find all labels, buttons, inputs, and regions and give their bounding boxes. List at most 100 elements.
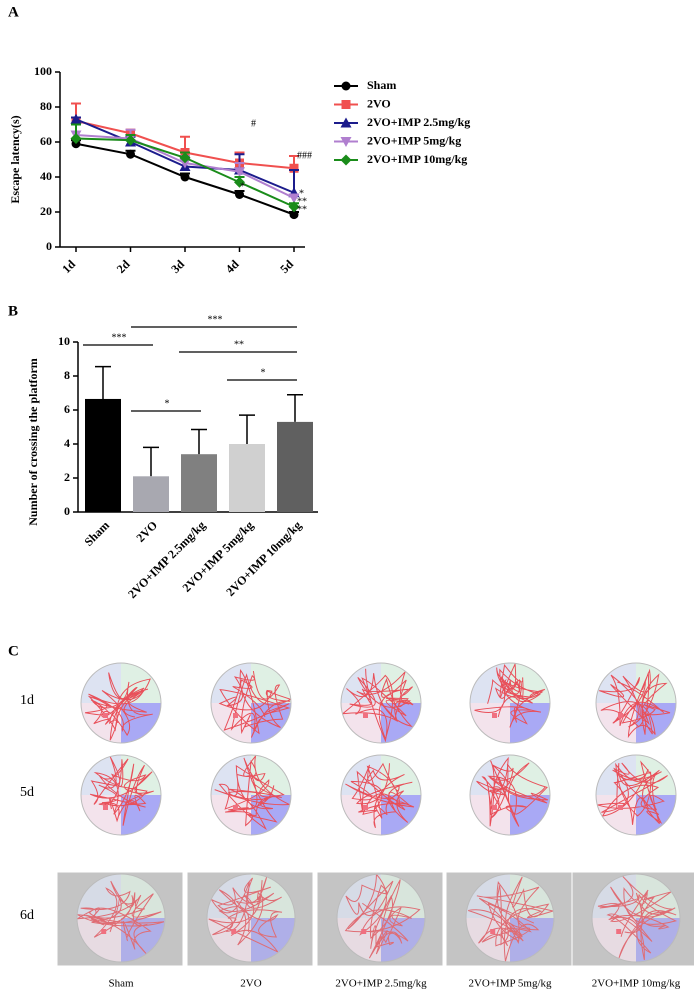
point <box>70 133 82 144</box>
y-tick-label: 2 <box>64 470 70 484</box>
panel-label: A <box>8 4 19 20</box>
swim-path <box>599 668 671 739</box>
point <box>341 100 351 109</box>
platform <box>363 805 368 810</box>
y-tick-label: 40 <box>40 169 52 183</box>
swim-path <box>468 876 554 962</box>
y-tick-label: 8 <box>64 368 70 382</box>
y-tick-label: 0 <box>64 504 70 518</box>
point <box>340 154 352 166</box>
point <box>235 190 244 199</box>
platform <box>492 713 497 718</box>
platform <box>492 805 497 810</box>
error-bar <box>95 365 111 399</box>
legend-label: 2VO+IMP 10mg/kg <box>367 152 467 166</box>
point <box>180 172 190 182</box>
point <box>340 117 352 128</box>
x-tick-label: 3d <box>168 257 187 276</box>
point <box>234 167 245 178</box>
column-label: 2VO+IMP 10mg/kg <box>592 978 681 990</box>
outline <box>340 662 422 744</box>
annotation: ** <box>297 204 307 215</box>
y-axis-title: Escape latency(s) <box>8 115 22 203</box>
swim-path <box>345 762 415 829</box>
outline <box>210 754 292 836</box>
platform <box>618 805 623 810</box>
platform <box>233 713 238 718</box>
outline <box>80 662 162 744</box>
bar <box>229 444 265 512</box>
quadrant <box>381 755 421 795</box>
bar <box>277 421 313 512</box>
annotation: ** <box>297 196 307 207</box>
error-bar <box>239 414 255 444</box>
point <box>125 134 136 146</box>
x-tick-label: 2VO <box>133 518 160 545</box>
legend-label: 2VO+IMP 2.5mg/kg <box>367 115 470 129</box>
platform <box>618 713 623 718</box>
legend-label: 2VO+IMP 5mg/kg <box>367 133 461 147</box>
outline <box>210 662 292 744</box>
point <box>340 137 352 147</box>
point <box>126 149 135 159</box>
point <box>179 152 191 164</box>
point <box>234 176 245 188</box>
error-bar <box>191 428 207 455</box>
swim-path <box>474 663 546 728</box>
annotation: ### <box>297 150 312 161</box>
swim-path <box>77 880 165 954</box>
point <box>179 158 191 169</box>
significance-label: * <box>165 398 170 409</box>
track-image <box>341 755 421 835</box>
point <box>289 210 299 220</box>
x-tick-label: Sham <box>81 518 112 549</box>
y-tick-label: 10 <box>58 334 70 348</box>
annotation: * <box>240 181 245 192</box>
platform <box>363 713 368 718</box>
swim-path <box>89 756 154 826</box>
outline <box>595 662 677 744</box>
platform <box>490 929 496 934</box>
platform <box>103 805 108 810</box>
significance-label: * <box>261 367 266 378</box>
y-tick-label: 60 <box>40 134 52 148</box>
outline <box>595 754 677 836</box>
row-label: 5d <box>20 785 34 800</box>
outline <box>340 754 422 836</box>
swim-path <box>476 756 549 827</box>
bar <box>181 454 217 512</box>
swim-path <box>208 876 283 953</box>
platform <box>361 929 367 934</box>
legend-label: Sham <box>367 78 396 92</box>
outline <box>80 754 162 836</box>
panel-label: C <box>8 643 19 659</box>
y-tick-label: 100 <box>34 64 52 78</box>
point <box>70 113 82 124</box>
y-tick-label: 6 <box>64 402 70 416</box>
outline <box>206 873 296 963</box>
y-tick-label: 4 <box>64 436 70 450</box>
swim-path <box>597 760 668 825</box>
row-label: 1d <box>20 693 34 708</box>
outline <box>465 873 555 963</box>
track-image <box>596 663 676 743</box>
panel-label: B <box>8 303 18 319</box>
legend-label: 2VO <box>367 96 391 110</box>
platform <box>233 805 238 810</box>
swim-path <box>341 668 414 743</box>
error-bar <box>287 393 303 422</box>
point <box>288 193 300 204</box>
track-image <box>81 663 161 743</box>
outline <box>469 662 551 744</box>
swim-path <box>344 874 421 959</box>
y-tick-label: 20 <box>40 204 52 218</box>
column-label: 2VO+IMP 2.5mg/kg <box>335 978 427 990</box>
x-tick-label: 1d <box>59 257 78 276</box>
outline <box>76 873 166 963</box>
x-tick-label: 4d <box>223 257 242 276</box>
quadrant <box>121 703 161 743</box>
platform <box>231 929 237 934</box>
outline <box>469 754 551 836</box>
column-label: 2VO+IMP 5mg/kg <box>468 978 552 990</box>
